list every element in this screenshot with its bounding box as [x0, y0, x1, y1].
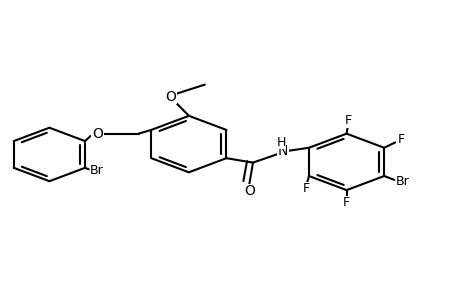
- Text: F: F: [302, 182, 309, 195]
- Text: O: O: [92, 127, 103, 141]
- Text: F: F: [344, 114, 351, 128]
- Text: N: N: [278, 144, 288, 158]
- Text: H: H: [276, 136, 285, 149]
- Text: O: O: [243, 184, 254, 199]
- Text: F: F: [397, 133, 404, 146]
- Text: O: O: [165, 89, 176, 103]
- Text: Br: Br: [90, 164, 103, 177]
- Text: Br: Br: [395, 175, 409, 188]
- Text: F: F: [342, 196, 349, 209]
